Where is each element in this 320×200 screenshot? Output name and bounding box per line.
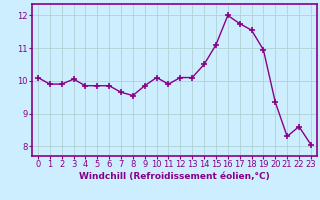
X-axis label: Windchill (Refroidissement éolien,°C): Windchill (Refroidissement éolien,°C) [79, 172, 270, 181]
